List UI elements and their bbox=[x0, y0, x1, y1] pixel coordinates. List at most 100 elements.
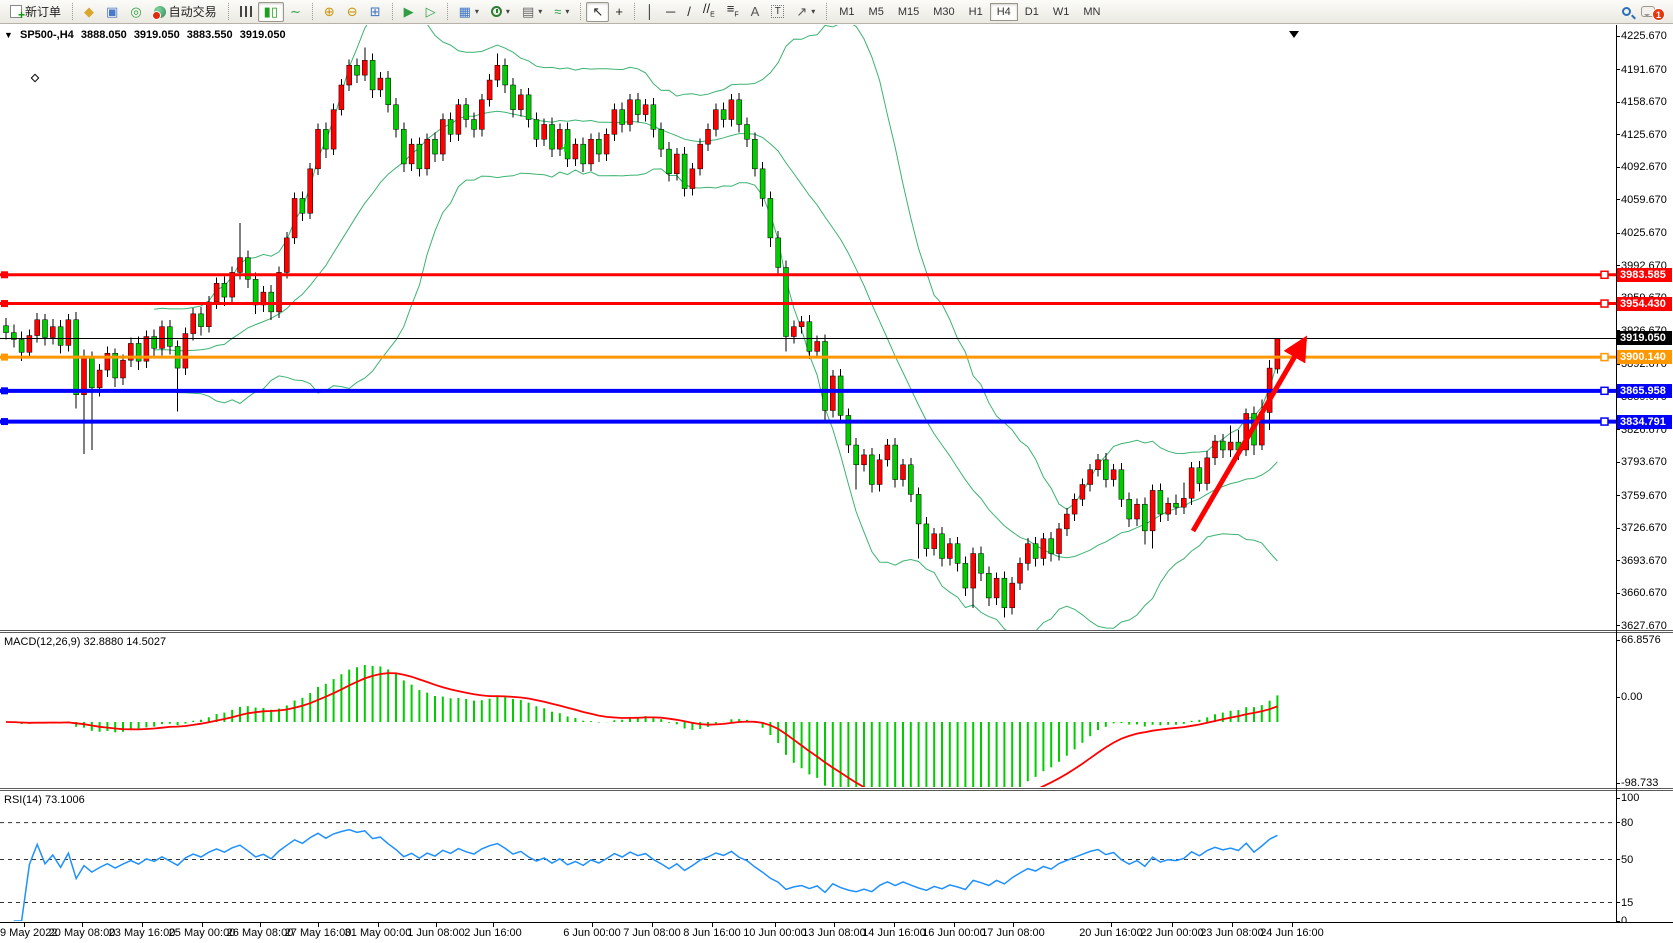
price-tick bbox=[1617, 527, 1620, 529]
timeframe-m1-button[interactable]: M1 bbox=[839, 5, 855, 18]
candle-up bbox=[50, 326, 56, 338]
candle-up bbox=[479, 99, 485, 130]
time-axis-label: 20 Jun 16:00 bbox=[1079, 927, 1143, 939]
text-label-icon: T bbox=[771, 5, 785, 18]
candle-up bbox=[1212, 440, 1218, 459]
rsi-axis-tick bbox=[1617, 822, 1620, 824]
macd-axis-tick bbox=[1617, 696, 1620, 698]
periods-dropdown[interactable]: ▾ bbox=[485, 2, 516, 22]
candle-up bbox=[96, 369, 103, 389]
timeframe-m30-button[interactable]: M30 bbox=[933, 5, 955, 18]
candle-down bbox=[658, 129, 664, 150]
timeframe-w1-button[interactable]: W1 bbox=[1052, 5, 1070, 18]
new-order-label: 新订单 bbox=[25, 5, 62, 19]
price-axis-label: 4025.670 bbox=[1621, 227, 1667, 240]
crosshair-button[interactable]: + bbox=[609, 2, 629, 22]
candle-down bbox=[767, 198, 774, 239]
time-axis-label: 1 Jun 08:00 bbox=[407, 927, 465, 939]
trend-arrow[interactable] bbox=[1190, 335, 1308, 533]
indicators-dropdown[interactable]: ≈ ▾ bbox=[548, 2, 575, 22]
text-label-button[interactable]: T bbox=[765, 2, 790, 22]
candle-up bbox=[541, 124, 547, 140]
close-value: 3919.050 bbox=[239, 29, 286, 41]
time-axis-label: 24 Jun 16:00 bbox=[1260, 927, 1324, 939]
macd-pane[interactable] bbox=[0, 633, 1616, 787]
tile-windows-button[interactable]: ⊞ bbox=[364, 2, 387, 22]
new-order-button[interactable]: 新订单 bbox=[4, 2, 67, 22]
time-tick bbox=[493, 923, 494, 927]
vertical-line-button[interactable]: │ bbox=[640, 2, 660, 22]
timeframe-h1-button[interactable]: H1 bbox=[968, 5, 983, 18]
notification-badge[interactable]: 1 bbox=[1652, 8, 1665, 21]
timeframe-m15-button[interactable]: M15 bbox=[897, 5, 920, 18]
time-tick bbox=[652, 923, 653, 927]
candle-down bbox=[57, 326, 64, 346]
rsi-label: RSI(14) bbox=[4, 794, 42, 806]
candle-down bbox=[393, 104, 399, 130]
candle-down bbox=[268, 291, 274, 313]
fibonacci-button[interactable]: ≡F bbox=[721, 2, 745, 22]
metaquotes-button[interactable]: ◆ bbox=[78, 2, 100, 22]
candle-down bbox=[135, 343, 142, 362]
candle-down bbox=[533, 119, 540, 140]
macd-axis-tick bbox=[1617, 639, 1620, 641]
equidistant-channel-button[interactable]: //E bbox=[697, 2, 721, 22]
cursor-button[interactable]: ↖ bbox=[586, 1, 610, 22]
rsi-pane-splitter[interactable] bbox=[0, 788, 1673, 791]
candle-up bbox=[1227, 441, 1234, 451]
time-axis: 9 May 2022 20 May 08:00 23 May 16:00 25 May… bbox=[0, 922, 1673, 943]
time-axis-label: 13 Jun 08:00 bbox=[802, 927, 866, 939]
price-level-tag: 3954.430 bbox=[1617, 296, 1672, 311]
arrows-dropdown[interactable]: ↗ ▾ bbox=[790, 2, 821, 22]
candle-up bbox=[190, 313, 196, 334]
timeframe-mn-button[interactable]: MN bbox=[1083, 5, 1101, 18]
chart-shift-button[interactable]: ▷ bbox=[420, 2, 442, 22]
zoom-in-button[interactable]: ⊕ bbox=[318, 2, 341, 22]
timeframe-d1-button[interactable]: D1 bbox=[1024, 5, 1039, 18]
signals-button[interactable]: ◎ bbox=[124, 2, 147, 22]
autotrading-button[interactable]: 自动交易 bbox=[148, 2, 223, 22]
macd-pane-splitter[interactable] bbox=[0, 630, 1673, 633]
timeframe-h4-button[interactable]: H4 bbox=[989, 2, 1018, 21]
main-price-pane[interactable] bbox=[0, 25, 1616, 630]
trendline-button[interactable]: / bbox=[681, 2, 697, 22]
candle-down bbox=[845, 415, 852, 446]
candle-down bbox=[1220, 440, 1226, 451]
chevron-down-icon: ▾ bbox=[538, 7, 543, 16]
toolbar-separator bbox=[72, 3, 74, 20]
candle-up bbox=[603, 134, 610, 155]
templates-dropdown[interactable]: ▤ ▾ bbox=[516, 2, 548, 22]
candle-up bbox=[229, 272, 235, 298]
timeframe-m5-button[interactable]: M5 bbox=[868, 5, 884, 18]
bar-chart-button[interactable] bbox=[234, 2, 258, 22]
horizontal-line-button[interactable]: ─ bbox=[660, 2, 681, 22]
candle-up bbox=[486, 79, 493, 101]
zoom-out-button[interactable]: ⊖ bbox=[341, 2, 364, 22]
auto-scroll-button[interactable]: ▶ bbox=[398, 2, 420, 22]
new-chart-dropdown[interactable]: ▦ ▾ bbox=[453, 2, 485, 22]
candle-up bbox=[237, 257, 243, 273]
object-anchor-icon[interactable] bbox=[30, 73, 40, 83]
text-button[interactable]: A bbox=[745, 2, 766, 22]
price-level-tag: 3834.791 bbox=[1617, 414, 1672, 429]
macd-values: 32.8880 14.5027 bbox=[83, 636, 167, 648]
time-axis-label: 16 Jun 00:00 bbox=[922, 927, 986, 939]
bollinger-middle-band bbox=[154, 110, 1278, 559]
line-chart-button[interactable]: ∼ bbox=[284, 2, 307, 22]
candlestick-chart-button[interactable]: ▮▯ bbox=[257, 1, 284, 22]
candle-up bbox=[1095, 459, 1101, 470]
rsi-axis-label: 100 bbox=[1621, 792, 1640, 804]
candle-up bbox=[674, 153, 680, 175]
candle-up bbox=[627, 99, 633, 125]
fibonacci-icon: ≡F bbox=[726, 0, 739, 19]
profile-button[interactable]: ▣ bbox=[100, 2, 124, 22]
candle-up bbox=[798, 321, 805, 327]
search-icon[interactable] bbox=[1622, 7, 1631, 16]
time-tick bbox=[260, 923, 261, 927]
symbol-dropdown-arrow[interactable]: ▼ bbox=[4, 30, 13, 40]
candle-down bbox=[198, 313, 204, 327]
rsi-pane[interactable] bbox=[0, 791, 1616, 921]
candle-up bbox=[494, 65, 501, 81]
toolbar-separator bbox=[227, 3, 229, 20]
